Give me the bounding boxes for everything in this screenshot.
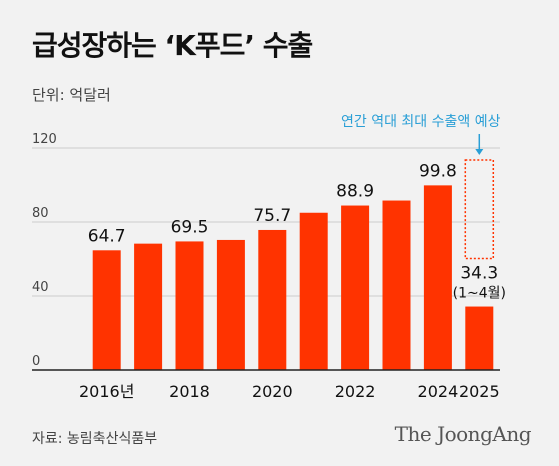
- x-tick-label: 2022: [335, 382, 376, 401]
- y-axis-ticks: 0 40 80 120: [32, 132, 57, 369]
- publisher-logo: The JoongAng: [394, 422, 532, 446]
- projection-marker: [464, 134, 495, 260]
- bars: [92, 185, 494, 370]
- data-label-2016: 64.7: [88, 226, 126, 246]
- x-tick-label: 2024: [418, 382, 459, 401]
- data-label-2018: 69.5: [171, 217, 209, 237]
- x-tick-label: 2020: [252, 382, 293, 401]
- x-tick-label: 2025: [459, 382, 500, 401]
- bar-2019: [216, 239, 245, 370]
- data-labels: 64.7 69.5 75.7 88.9 99.8 34.3 (1~4월): [88, 161, 506, 301]
- bar-2025: [465, 306, 494, 370]
- data-label-2025: 34.3: [460, 264, 498, 284]
- source-note: 자료: 농림축산식품부: [32, 431, 158, 447]
- projection-arrow-head: [475, 149, 484, 155]
- projection-note: 연간 역대 최대 수출액 예상: [341, 114, 501, 130]
- data-label-2020: 75.7: [253, 206, 291, 226]
- bar-2020: [258, 229, 287, 370]
- y-tick-label: 40: [32, 280, 49, 295]
- bar-2023: [382, 200, 411, 370]
- bar-2021: [299, 212, 328, 370]
- chart-title: 급성장하는 ‘K푸드’ 수출: [32, 29, 313, 62]
- x-tick-label: 2016년: [79, 382, 134, 401]
- data-label-2024: 99.8: [419, 161, 457, 181]
- data-label-2022: 88.9: [336, 182, 374, 202]
- bar-2022: [341, 205, 370, 370]
- bar-2016: [92, 250, 121, 370]
- partial-period-label: (1~4월): [453, 286, 506, 302]
- y-tick-label: 0: [32, 354, 40, 369]
- y-tick-label: 120: [32, 132, 57, 147]
- bar-2024: [423, 185, 452, 370]
- unit-label: 단위: 억달러: [32, 86, 111, 104]
- bar-2017: [134, 243, 163, 370]
- x-axis-labels: 2016년 2018 2020 2022 2024 2025: [79, 382, 500, 401]
- bar-2018: [175, 241, 204, 370]
- x-tick-label: 2018: [169, 382, 210, 401]
- y-tick-label: 80: [32, 206, 49, 221]
- projection-box: [464, 159, 495, 260]
